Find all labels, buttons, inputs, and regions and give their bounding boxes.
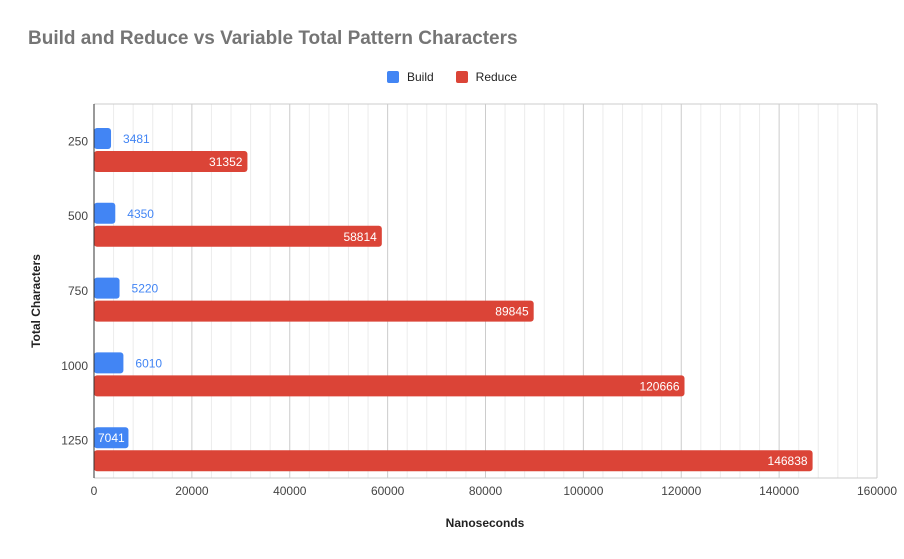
data-label-build: 5220 — [132, 282, 159, 296]
bar-build — [94, 277, 120, 299]
x-tick-label: 40000 — [273, 484, 307, 498]
x-axis-title: Nanoseconds — [446, 516, 525, 530]
legend-item-build[interactable]: Build — [386, 70, 434, 84]
y-tick-label: 1000 — [61, 359, 88, 373]
data-label-build: 6010 — [135, 356, 162, 370]
legend-swatch-reduce — [455, 71, 468, 83]
x-tick-label: 80000 — [469, 484, 503, 498]
data-label-reduce: 89845 — [495, 305, 529, 319]
bar-reduce — [94, 225, 382, 247]
data-label-reduce: 58814 — [343, 230, 377, 244]
chart-title: Build and Reduce vs Variable Total Patte… — [28, 28, 518, 49]
bar-reduce — [94, 450, 813, 472]
bar-build — [94, 128, 112, 149]
data-label-reduce: 120666 — [639, 379, 679, 393]
legend-swatch-build — [386, 71, 399, 83]
bar-build — [94, 427, 129, 449]
y-tick-label: 750 — [68, 284, 88, 298]
data-label-reduce: 146838 — [768, 454, 808, 468]
y-tick-label: 500 — [68, 209, 88, 223]
bar-build — [94, 352, 124, 374]
legend: Build Reduce — [0, 70, 904, 84]
data-label-build: 4350 — [127, 207, 154, 221]
x-tick-label: 100000 — [563, 484, 603, 498]
y-tick-label: 250 — [68, 134, 88, 148]
x-tick-label: 140000 — [759, 484, 799, 498]
bar-reduce — [94, 151, 248, 172]
x-tick-label: 160000 — [857, 484, 897, 498]
legend-label-reduce: Reduce — [475, 70, 518, 84]
y-axis-title: Total Characters — [29, 254, 43, 348]
x-tick-label: 0 — [91, 484, 98, 498]
bar-build — [94, 202, 116, 224]
data-label-build: 7041 — [98, 431, 125, 445]
x-tick-label: 20000 — [175, 484, 209, 498]
x-tick-label: 120000 — [661, 484, 701, 498]
data-label-reduce: 31352 — [209, 155, 243, 169]
y-tick-label: 1250 — [61, 434, 88, 448]
legend-item-reduce[interactable]: Reduce — [455, 70, 518, 84]
legend-label-build: Build — [406, 70, 434, 84]
data-label-build: 3481 — [123, 132, 150, 146]
bar-reduce — [94, 375, 685, 397]
x-tick-label: 60000 — [371, 484, 405, 498]
bar-reduce — [94, 300, 534, 322]
